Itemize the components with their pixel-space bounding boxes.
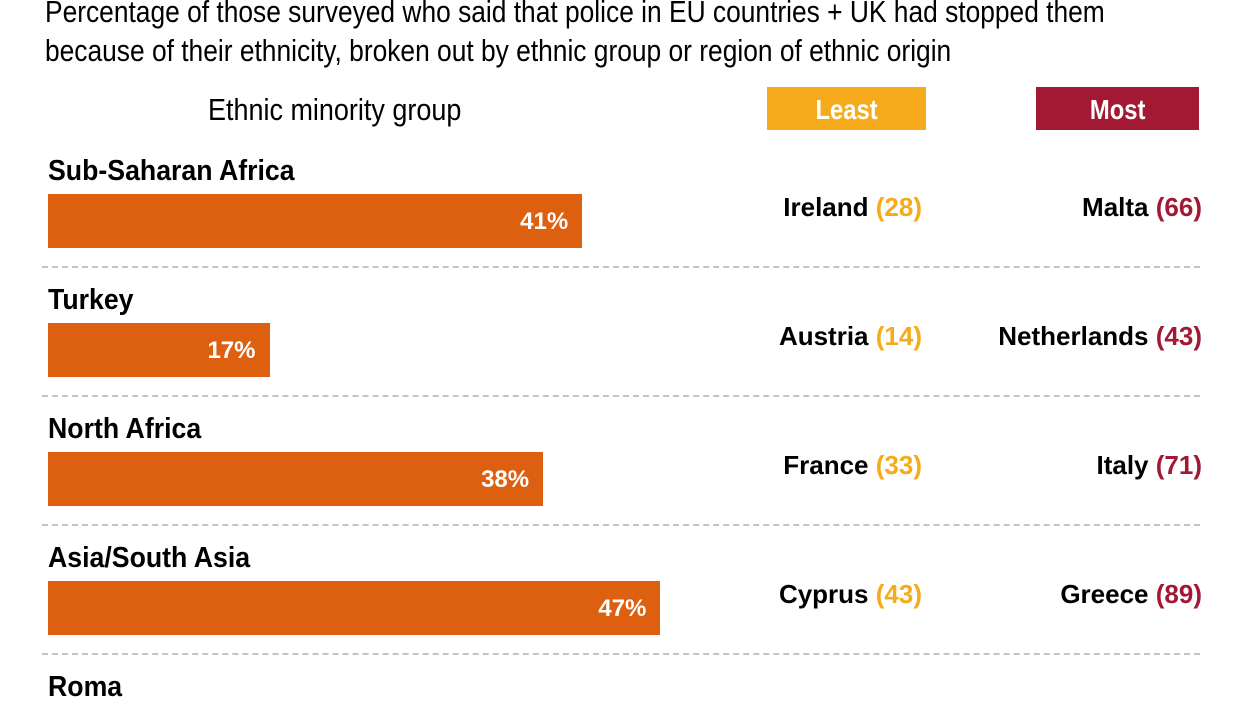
most-country-name: Malta <box>1082 192 1149 222</box>
bar: 17% <box>48 323 270 377</box>
least-country: Ireland (28) <box>783 192 922 223</box>
least-header: Least <box>767 87 926 130</box>
bar: 41% <box>48 194 583 248</box>
bar-value-label: 41% <box>520 208 569 235</box>
least-country-name: Cyprus <box>778 579 869 609</box>
least-country-value: (28) <box>875 192 922 222</box>
row-divider <box>42 395 1200 397</box>
least-country: Cyprus (43) <box>779 579 922 610</box>
most-country: Netherlands (43) <box>998 321 1202 352</box>
least-label: Least <box>815 94 878 125</box>
most-country: Greece (89) <box>1060 579 1202 610</box>
least-country: France (33) <box>783 450 922 481</box>
most-header: Most <box>1036 87 1199 130</box>
row-divider <box>42 653 1200 655</box>
group-label: Asia/South Asia <box>48 542 251 574</box>
least-country-name: France <box>783 450 869 480</box>
most-country-value: (66) <box>1155 192 1202 222</box>
most-country-value: (43) <box>1155 321 1202 351</box>
most-label: Most <box>1089 94 1146 125</box>
row-divider <box>42 524 1200 526</box>
least-country-value: (14) <box>875 321 922 351</box>
bar: 38% <box>48 452 544 506</box>
least-country-name: Ireland <box>783 192 869 222</box>
most-country-value: (71) <box>1155 450 1202 480</box>
group-label: North Africa <box>48 413 202 445</box>
column-header: Ethnic minority group <box>208 92 462 127</box>
group-label: Turkey <box>48 284 134 316</box>
row-divider <box>42 266 1200 268</box>
most-country-name: Italy <box>1096 450 1149 480</box>
bar: 47% <box>48 581 661 635</box>
most-country-value: (89) <box>1155 579 1202 609</box>
least-country: Austria (14) <box>779 321 922 352</box>
bar-value-label: 17% <box>207 337 256 364</box>
most-country-name: Greece <box>1060 579 1149 609</box>
most-country: Malta (66) <box>1082 192 1202 223</box>
least-country-value: (43) <box>875 579 922 609</box>
most-country-name: Netherlands <box>998 321 1149 351</box>
chart-subtitle: Percentage of those surveyed who said th… <box>45 0 1105 68</box>
bar-value-label: 47% <box>598 595 647 622</box>
least-country-name: Austria <box>778 321 869 351</box>
least-country-value: (33) <box>875 450 922 480</box>
group-label: Roma <box>48 671 123 703</box>
most-country: Italy (71) <box>1096 450 1202 481</box>
group-label: Sub-Saharan Africa <box>48 155 295 187</box>
bar-value-label: 38% <box>481 466 530 493</box>
